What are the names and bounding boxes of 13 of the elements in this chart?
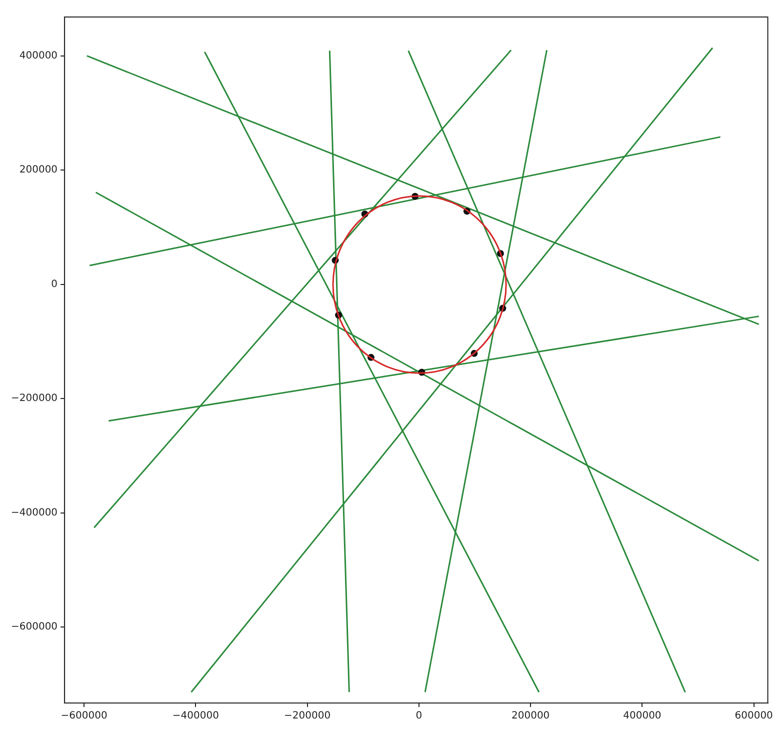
x-tick-label: 200000	[511, 710, 550, 722]
y-tick-label: 200000	[19, 164, 58, 176]
x-tick-label: −600000	[60, 710, 108, 722]
x-tick-label: 400000	[623, 710, 662, 722]
x-tick-label: 0	[416, 710, 422, 722]
y-tick-label: −400000	[10, 507, 58, 518]
y-tick-label: 400000	[19, 50, 58, 62]
y-tick-label: −200000	[10, 393, 58, 404]
y-tick-label: 0	[51, 278, 58, 290]
x-tick-label: −400000	[172, 710, 219, 722]
x-tick-label: 600000	[734, 710, 773, 722]
x-tick-label: −200000	[284, 710, 331, 722]
y-tick-label: −600000	[10, 622, 58, 633]
